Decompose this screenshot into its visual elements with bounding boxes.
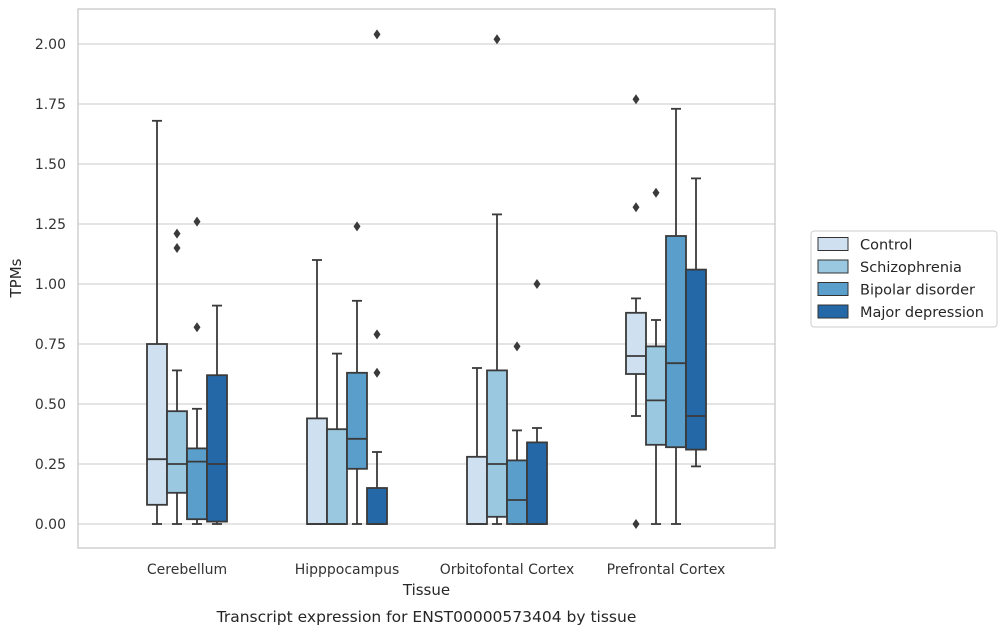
x-tick-label: Prefrontal Cortex bbox=[607, 562, 726, 578]
box bbox=[206, 374, 228, 523]
box-series bbox=[146, 29, 707, 529]
box bbox=[366, 487, 388, 525]
y-tick-labels: 0.00 0.25 0.50 0.75 1.00 1.25 1.50 1.75 2.00 bbox=[35, 37, 66, 533]
box bbox=[486, 369, 508, 518]
outlier-point bbox=[632, 202, 640, 213]
legend-label: Bipolar disorder bbox=[860, 283, 975, 299]
x-axis-title: Tissue bbox=[402, 581, 450, 599]
outlier-point bbox=[533, 279, 541, 289]
legend-label: Control bbox=[860, 238, 912, 254]
y-tick-label: 0.50 bbox=[35, 397, 66, 413]
outlier-point bbox=[632, 94, 640, 105]
y-tick-label: 0.25 bbox=[35, 457, 66, 473]
x-tick-labels: Cerebellum Hipppocampus Orbitofontal Corte… bbox=[147, 562, 725, 578]
y-tick-label: 0.75 bbox=[35, 337, 66, 353]
x-tick-label: Hipppocampus bbox=[295, 562, 400, 578]
y-axis-title: TPMs bbox=[7, 258, 25, 298]
plot-frame bbox=[77, 8, 776, 549]
y-tick-label: 1.25 bbox=[35, 217, 66, 233]
box bbox=[466, 455, 488, 525]
outlier-point bbox=[173, 228, 181, 239]
legend-swatch bbox=[817, 304, 849, 319]
legend-swatch bbox=[817, 282, 849, 296]
series-major-depression bbox=[206, 29, 707, 525]
box bbox=[166, 410, 188, 494]
box bbox=[506, 459, 528, 525]
outlier-point bbox=[193, 216, 201, 227]
legend: Control Schizophrenia Bipolar disorder Majo… bbox=[810, 230, 998, 328]
y-tick-label: 2.00 bbox=[35, 37, 66, 53]
chart-caption: Transcript expression for ENST0000057340… bbox=[216, 608, 637, 626]
outlier-point bbox=[173, 243, 181, 253]
box bbox=[645, 345, 667, 446]
y-tick-label: 1.00 bbox=[35, 277, 66, 293]
x-tick-label: Cerebellum bbox=[147, 562, 227, 578]
outlier-point bbox=[353, 221, 361, 232]
box bbox=[685, 268, 707, 451]
x-tick-label: Orbitofontal Cortex bbox=[440, 562, 575, 578]
outlier-point bbox=[493, 34, 501, 45]
legend-frame bbox=[810, 230, 998, 328]
y-tick-label: 1.50 bbox=[35, 157, 66, 173]
box bbox=[326, 428, 348, 525]
series-schizophrenia bbox=[166, 34, 667, 525]
series-control bbox=[146, 94, 647, 529]
outlier-point bbox=[513, 341, 521, 352]
legend-label: Schizophrenia bbox=[860, 260, 962, 276]
box bbox=[186, 447, 208, 521]
outlier-point bbox=[373, 367, 381, 378]
outlier-point bbox=[373, 329, 381, 340]
y-tick-label: 1.75 bbox=[35, 97, 66, 113]
series-bipolar-disorder bbox=[186, 107, 687, 525]
outlier-point bbox=[193, 322, 201, 333]
box bbox=[526, 441, 548, 525]
y-tick-label: 0.00 bbox=[35, 517, 66, 533]
outlier-point bbox=[373, 29, 381, 40]
box bbox=[665, 235, 687, 449]
box bbox=[346, 371, 368, 470]
legend-swatch bbox=[817, 259, 849, 274]
box bbox=[146, 343, 168, 506]
box bbox=[306, 417, 328, 525]
outlier-point bbox=[652, 187, 660, 198]
legend-swatch bbox=[817, 237, 849, 251]
box bbox=[625, 311, 647, 375]
outlier-point bbox=[632, 519, 640, 529]
legend-label: Major depression bbox=[860, 305, 984, 321]
